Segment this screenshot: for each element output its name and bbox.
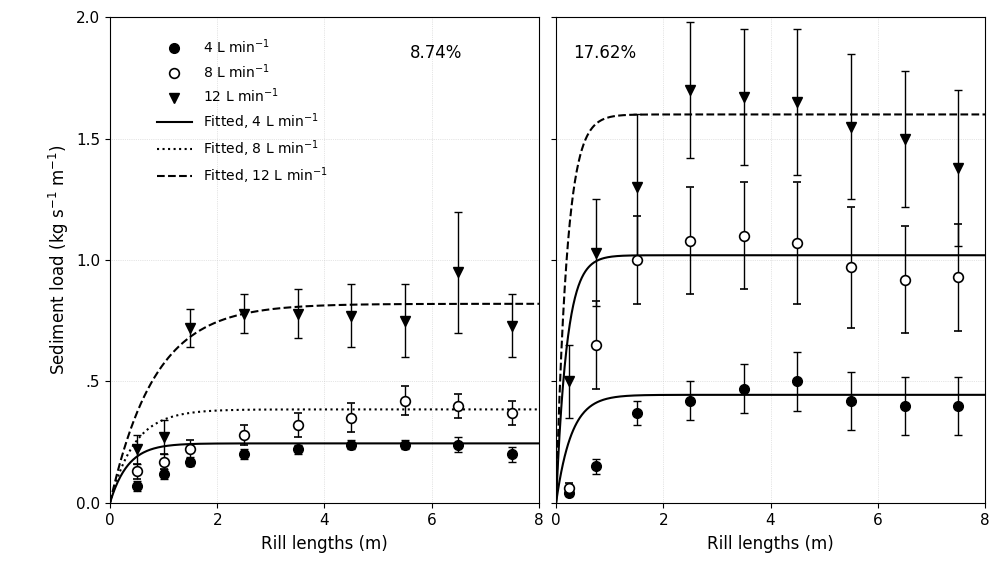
Text: 17.62%: 17.62% <box>573 44 636 62</box>
X-axis label: Rill lengths (m): Rill lengths (m) <box>261 535 388 553</box>
Text: 8.74%: 8.74% <box>410 44 463 62</box>
Legend: 4 L min$^{-1}$, 8 L min$^{-1}$, 12 L min$^{-1}$, Fitted, 4 L min$^{-1}$, Fitted,: 4 L min$^{-1}$, 8 L min$^{-1}$, 12 L min… <box>151 32 333 191</box>
Y-axis label: Sediment load (kg s$^{-1}$ m$^{-1}$): Sediment load (kg s$^{-1}$ m$^{-1}$) <box>46 145 71 375</box>
X-axis label: Rill lengths (m): Rill lengths (m) <box>707 535 834 553</box>
